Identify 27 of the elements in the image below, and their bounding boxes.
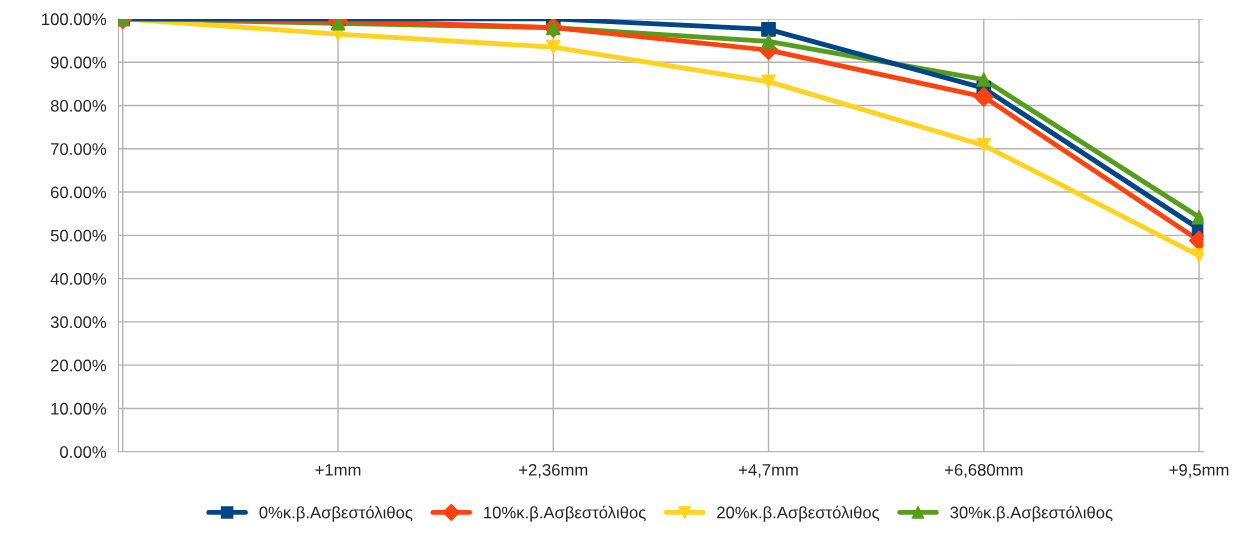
- x-tick-label: +4,7mm: [739, 464, 798, 478]
- y-tick-label: 10.00%: [51, 402, 107, 415]
- legend-label: 0%κ.β.Ασβεστόλιθος: [259, 505, 413, 522]
- legend-label: 20%κ.β.Ασβεστόλιθος: [717, 505, 880, 522]
- y-tick-label: 80.00%: [50, 99, 107, 112]
- x-tick-label: +9,5mm: [1169, 463, 1229, 478]
- y-tick-label: 100.00%: [42, 13, 107, 26]
- x-tick-label: +1mm: [315, 464, 361, 476]
- point: [976, 138, 992, 153]
- y-tick-label: 70.00%: [50, 143, 107, 155]
- y-tick-label: 50.00%: [50, 229, 107, 242]
- y-tick-label: 60.00%: [50, 186, 107, 199]
- y-tick-label: 40.00%: [50, 273, 107, 285]
- point: [761, 22, 776, 37]
- y-tick-label: 90.00%: [50, 56, 107, 69]
- legend-label: 30%κ.β.Ασβεστόλιθος: [950, 505, 1113, 522]
- x-tick-label: +2,36mm: [519, 463, 588, 478]
- legend-label: 10%κ.β.Ασβεστόλιθος: [484, 505, 646, 522]
- y-tick-label: 30.00%: [50, 316, 107, 329]
- y-tick-label: 0.00%: [60, 446, 107, 458]
- x-tick-label: +6,680mm: [945, 463, 1023, 478]
- point: [761, 34, 776, 49]
- point: [545, 39, 561, 55]
- point: [973, 86, 994, 107]
- point: [761, 74, 776, 89]
- point: [976, 72, 992, 87]
- y-tick-label: 20.00%: [50, 359, 107, 372]
